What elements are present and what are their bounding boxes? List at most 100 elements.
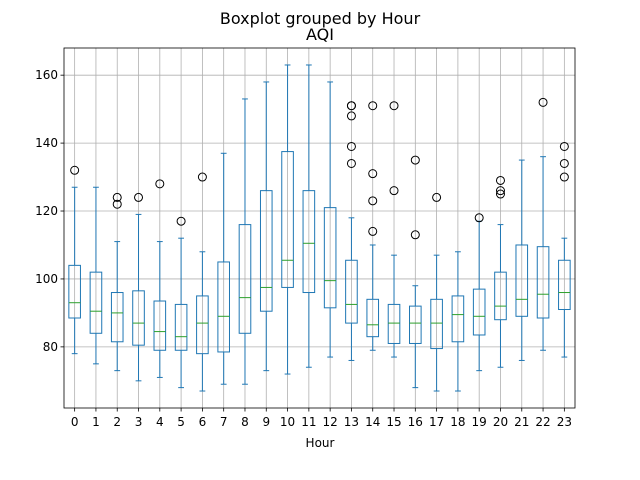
outlier-point bbox=[70, 165, 80, 175]
iqr-box bbox=[323, 207, 337, 309]
outlier-point bbox=[495, 186, 505, 196]
outlier-point bbox=[389, 101, 399, 111]
box-group bbox=[153, 179, 167, 378]
x-tick-label: 1 bbox=[92, 415, 100, 429]
box-group bbox=[558, 141, 571, 358]
box-group bbox=[281, 64, 294, 375]
outlier-point bbox=[410, 230, 420, 240]
grid-layer bbox=[64, 48, 575, 408]
x-tick-label: 4 bbox=[156, 415, 164, 429]
iqr-box bbox=[174, 303, 188, 351]
iqr-box bbox=[387, 303, 401, 344]
outlier-point bbox=[346, 101, 356, 111]
chart-suptitle: Boxplot grouped by Hour bbox=[220, 9, 421, 28]
x-tick-label: 16 bbox=[408, 415, 423, 429]
x-tick-label: 2 bbox=[113, 415, 121, 429]
x-tick-label: 15 bbox=[386, 415, 401, 429]
box-group bbox=[110, 192, 124, 372]
box-group bbox=[174, 216, 188, 389]
x-tick-label: 10 bbox=[280, 415, 295, 429]
iqr-box bbox=[89, 271, 103, 334]
iqr-box bbox=[217, 261, 230, 353]
x-tick-label: 23 bbox=[557, 415, 572, 429]
box-group bbox=[409, 155, 422, 389]
box-group bbox=[387, 101, 401, 358]
x-tick-label: 5 bbox=[177, 415, 185, 429]
outlier-point bbox=[155, 179, 165, 189]
outlier-point bbox=[368, 101, 378, 111]
outlier-point bbox=[346, 111, 356, 121]
iqr-box bbox=[472, 288, 486, 336]
x-tick-label: 20 bbox=[493, 415, 508, 429]
iqr-box bbox=[153, 300, 167, 351]
outlier-point bbox=[559, 141, 569, 151]
box-group bbox=[472, 213, 486, 372]
outlier-point bbox=[495, 175, 505, 185]
outlier-point bbox=[389, 186, 399, 196]
x-tick-label: 13 bbox=[344, 415, 359, 429]
box-group bbox=[515, 159, 529, 361]
outlier-point bbox=[538, 97, 548, 107]
iqr-box bbox=[302, 190, 316, 294]
chart-title: AQI bbox=[306, 25, 334, 44]
iqr-box bbox=[110, 292, 124, 343]
outlier-point bbox=[368, 196, 378, 206]
iqr-box bbox=[68, 264, 81, 319]
outlier-point bbox=[112, 192, 122, 202]
y-tick-label: 140 bbox=[35, 136, 58, 150]
outlier-point bbox=[197, 172, 207, 182]
plot-area-frame bbox=[63, 47, 576, 409]
outlier-point bbox=[346, 158, 356, 168]
y-tick-label: 100 bbox=[35, 272, 58, 286]
box-group bbox=[430, 192, 443, 392]
iqr-box bbox=[132, 290, 145, 346]
box-group bbox=[238, 98, 252, 385]
outlier-point bbox=[176, 216, 186, 226]
outlier-point bbox=[368, 169, 378, 179]
outlier-point bbox=[495, 189, 505, 199]
box-group bbox=[494, 175, 507, 368]
x-tick-label: 22 bbox=[535, 415, 550, 429]
iqr-box bbox=[558, 259, 571, 311]
iqr-box bbox=[430, 298, 443, 350]
iqr-box bbox=[238, 224, 252, 334]
x-tick-label: 14 bbox=[365, 415, 380, 429]
x-tick-label: 3 bbox=[135, 415, 143, 429]
box-group bbox=[536, 97, 550, 351]
iqr-box bbox=[536, 246, 550, 319]
box-group bbox=[302, 64, 316, 368]
outlier-point bbox=[368, 226, 378, 236]
x-tick-label: 21 bbox=[514, 415, 529, 429]
y-tick-label: 120 bbox=[35, 204, 58, 218]
x-tick-label: 8 bbox=[241, 415, 249, 429]
iqr-box bbox=[494, 271, 507, 321]
iqr-box bbox=[259, 190, 273, 312]
outlier-point bbox=[559, 172, 569, 182]
x-tick-label: 11 bbox=[301, 415, 316, 429]
box-layer bbox=[68, 64, 571, 392]
outlier-point bbox=[559, 158, 569, 168]
x-tick-label: 6 bbox=[199, 415, 207, 429]
box-group bbox=[323, 81, 337, 358]
box-group bbox=[89, 186, 103, 365]
outlier-point bbox=[134, 192, 144, 202]
iqr-box bbox=[409, 305, 422, 344]
box-group bbox=[366, 101, 380, 351]
y-tick-label: 80 bbox=[43, 340, 58, 354]
outlier-point bbox=[410, 155, 420, 165]
iqr-box bbox=[281, 151, 294, 288]
x-tick-label: 0 bbox=[71, 415, 79, 429]
box-group bbox=[196, 172, 209, 392]
x-tick-label: 7 bbox=[220, 415, 228, 429]
outlier-point bbox=[112, 199, 122, 209]
x-tick-label: 18 bbox=[450, 415, 465, 429]
y-tick-label: 160 bbox=[35, 68, 58, 82]
iqr-box bbox=[515, 244, 529, 317]
outlier-point bbox=[474, 213, 484, 223]
iqr-box bbox=[345, 259, 358, 324]
iqr-box bbox=[366, 298, 380, 338]
x-axis-label: Hour bbox=[306, 436, 335, 450]
x-tick-label: 17 bbox=[429, 415, 444, 429]
